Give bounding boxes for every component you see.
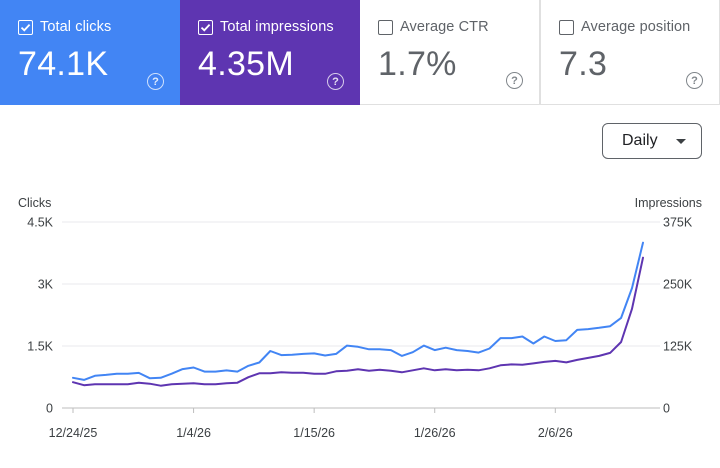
card-label: Average position <box>581 19 691 35</box>
x-axis-tick: 12/24/25 <box>49 426 98 440</box>
card-header: Average position <box>559 18 719 36</box>
metric-cards: Total clicks 74.1K ? Total impressions 4… <box>0 0 720 105</box>
help-icon[interactable]: ? <box>506 72 523 89</box>
right-axis-tick: 125K <box>663 340 693 354</box>
card-value: 1.7% <box>378 45 457 83</box>
average-position-card[interactable]: Average position 7.3 ? <box>540 0 720 105</box>
checkbox-checked-icon[interactable] <box>198 19 213 35</box>
left-axis-tick: 4.5K <box>27 216 53 230</box>
right-axis-tick: 0 <box>663 402 670 416</box>
card-label: Total impressions <box>220 19 334 35</box>
help-icon[interactable]: ? <box>686 72 703 89</box>
help-icon[interactable]: ? <box>327 73 344 90</box>
impressions-series-line <box>72 256 644 387</box>
card-value: 7.3 <box>559 45 608 83</box>
checkbox-unchecked-icon[interactable] <box>378 19 393 35</box>
help-icon[interactable]: ? <box>147 73 164 90</box>
card-header: Total clicks <box>18 18 180 36</box>
granularity-dropdown[interactable]: Daily <box>602 123 702 159</box>
card-label: Average CTR <box>400 19 489 35</box>
card-header: Average CTR <box>378 18 539 36</box>
x-axis-tick: 1/15/26 <box>293 426 335 440</box>
left-axis-title: Clicks <box>18 196 51 210</box>
right-axis-title: Impressions <box>635 196 702 210</box>
performance-chart: Clicks Impressions 4.5K 3K 1.5K 0 375K 250K 125K… <box>18 196 702 440</box>
left-axis-tick: 1.5K <box>27 340 53 354</box>
total-clicks-card[interactable]: Total clicks 74.1K ? <box>0 0 180 105</box>
x-axis-tick: 1/4/26 <box>176 426 211 440</box>
dropdown-arrow-icon <box>676 139 686 144</box>
card-header: Total impressions <box>198 18 360 36</box>
card-label: Total clicks <box>40 19 112 35</box>
card-value: 4.35M <box>198 45 294 83</box>
right-axis-tick: 375K <box>663 216 693 230</box>
clicks-series-line <box>72 241 644 381</box>
x-axis-tick: 2/6/26 <box>538 426 573 440</box>
left-axis-tick: 0 <box>46 402 53 416</box>
granularity-selected-label: Daily <box>622 132 658 149</box>
checkbox-checked-icon[interactable] <box>18 19 33 35</box>
checkbox-unchecked-icon[interactable] <box>559 19 574 35</box>
card-value: 74.1K <box>18 45 109 83</box>
total-impressions-card[interactable]: Total impressions 4.35M ? <box>180 0 360 105</box>
right-axis-tick: 250K <box>663 278 693 292</box>
x-axis-tick: 1/26/26 <box>414 426 456 440</box>
left-axis-tick: 3K <box>38 278 54 292</box>
average-ctr-card[interactable]: Average CTR 1.7% ? <box>360 0 540 105</box>
